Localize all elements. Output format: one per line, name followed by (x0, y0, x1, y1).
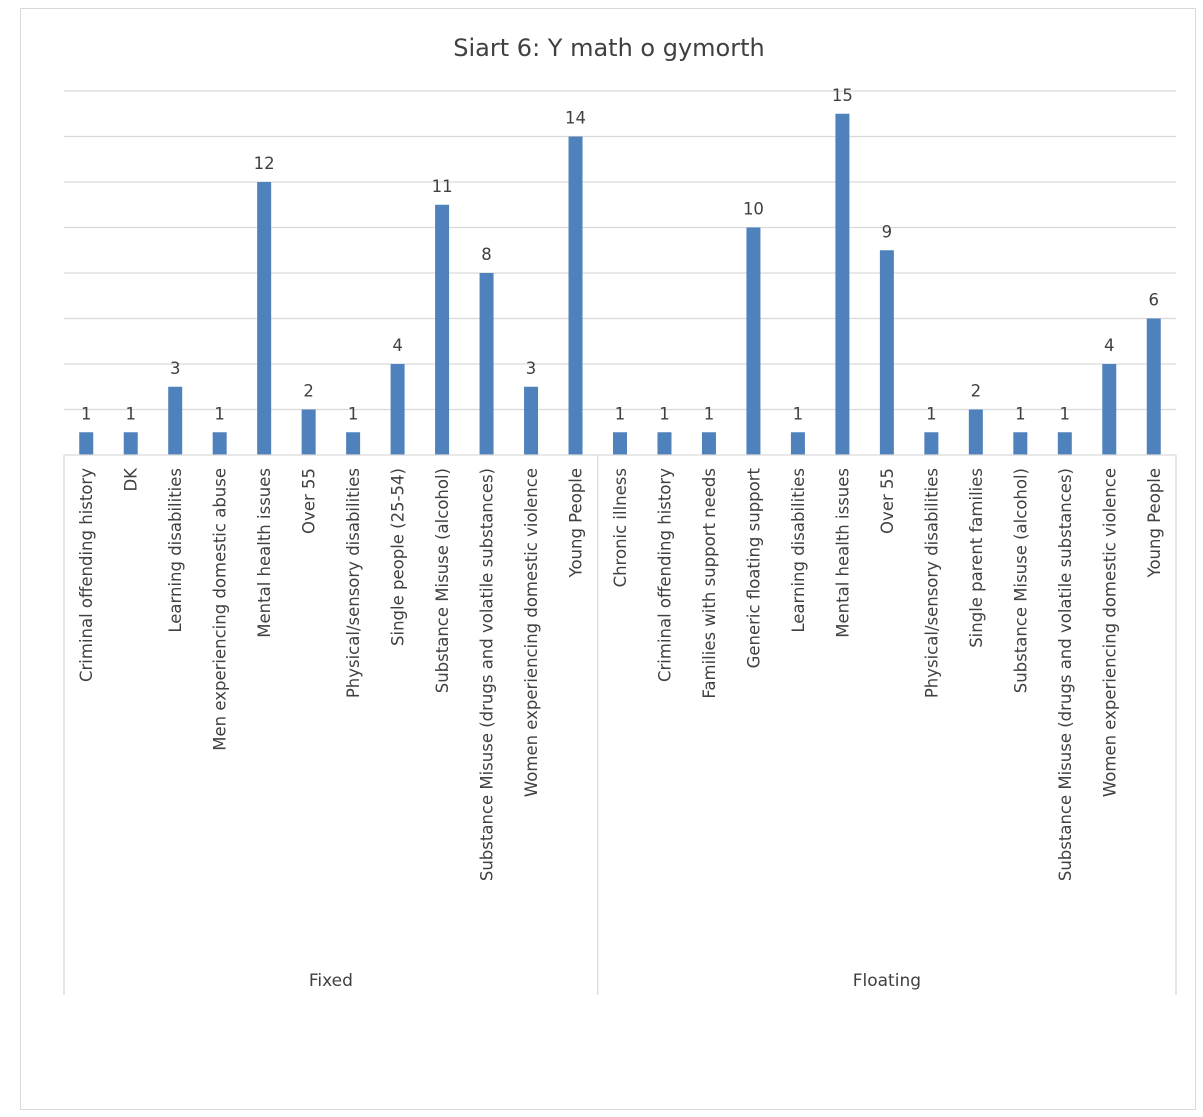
data-label: 9 (882, 222, 893, 241)
category-tick-label: Single people (25-54) (389, 468, 408, 646)
data-label: 1 (125, 404, 136, 423)
bar (168, 386, 183, 455)
category-tick-label: Over 55 (300, 468, 319, 534)
category-tick-label: Substance Misuse (drugs and volatile sub… (1056, 468, 1075, 881)
bar (613, 432, 627, 455)
category-tick-label: Young People (567, 468, 586, 578)
category-tick-label: Physical/sensory disabilities (344, 468, 363, 698)
data-label: 1 (81, 404, 92, 423)
data-label: 1 (1060, 404, 1071, 423)
bar (1057, 432, 1072, 455)
category-tick-label: Physical/sensory disabilities (922, 468, 941, 698)
bar (701, 432, 716, 455)
data-label: 2 (303, 382, 314, 401)
data-label: 1 (348, 404, 359, 423)
category-tick-label: Generic floating support (744, 467, 763, 668)
category-tick-label: Single parent families (967, 468, 986, 648)
bar (212, 432, 227, 455)
bar (479, 273, 494, 455)
category-tick-label: Chronic illness (611, 468, 630, 587)
data-label: 15 (832, 86, 853, 105)
bar (1146, 318, 1161, 455)
bar (568, 136, 583, 455)
data-label: 11 (432, 177, 453, 196)
data-label: 12 (254, 154, 275, 173)
category-tick-label: Women experiencing domestic violence (522, 468, 541, 797)
bar (1102, 364, 1117, 455)
category-tick-label: Substance Misuse (alcohol) (433, 468, 452, 693)
bar (79, 432, 94, 455)
bar (123, 432, 138, 455)
bar (390, 364, 405, 455)
bar (435, 204, 450, 455)
bar (301, 409, 316, 455)
bar (968, 409, 983, 455)
bar (835, 113, 850, 455)
category-tick-label: Young People (1145, 468, 1164, 578)
data-label: 4 (392, 336, 403, 355)
category-axis: Criminal offending history DK Learning dis… (63, 454, 1177, 995)
bar (790, 432, 805, 455)
group-label: Floating (853, 971, 921, 991)
data-label: 1 (1015, 404, 1026, 423)
bar (524, 386, 539, 455)
data-label: 10 (743, 200, 764, 219)
bar (1013, 432, 1028, 455)
data-label: 4 (1104, 336, 1115, 355)
category-tick-label: Criminal offending history (77, 468, 96, 682)
bar (879, 250, 894, 455)
bar (746, 227, 761, 455)
data-label: 1 (659, 404, 670, 423)
bar (346, 432, 361, 455)
gridlines (64, 90, 1176, 411)
category-tick-label: Substance Misuse (drugs and volatile sub… (478, 468, 497, 881)
bar (257, 182, 272, 455)
category-tick-label: Mental health issues (833, 468, 852, 638)
category-tick-label: Learning disabilities (166, 468, 185, 633)
data-label: 8 (481, 245, 492, 264)
category-tick-label: Women experiencing domestic violence (1100, 468, 1119, 797)
data-label: 1 (214, 404, 225, 423)
chart-area (20, 8, 1196, 1110)
bar (924, 432, 939, 455)
data-label: 1 (793, 404, 804, 423)
data-label: 2 (971, 382, 982, 401)
data-label: 14 (565, 109, 586, 128)
category-tick-label: Over 55 (878, 468, 897, 534)
group-label: Fixed (309, 971, 353, 991)
data-label: 1 (926, 404, 937, 423)
bar (657, 432, 672, 455)
data-label: 3 (526, 359, 537, 378)
category-tick-label: Learning disabilities (789, 468, 808, 633)
category-tick-label: Mental health issues (255, 468, 274, 638)
category-tick-label: DK (122, 467, 141, 492)
category-tick-label: Families with support needs (700, 468, 719, 699)
data-label: 6 (1149, 291, 1160, 310)
chart-title: Siart 6: Y math o gymorth (453, 34, 764, 62)
category-tick-label: Substance Misuse (alcohol) (1011, 468, 1030, 693)
data-label: 3 (170, 359, 181, 378)
category-tick-label: Criminal offending history (655, 468, 674, 682)
category-tick-label: Men experiencing domestic abuse (211, 468, 230, 751)
data-label: 1 (704, 404, 715, 423)
data-label: 1 (615, 404, 626, 423)
